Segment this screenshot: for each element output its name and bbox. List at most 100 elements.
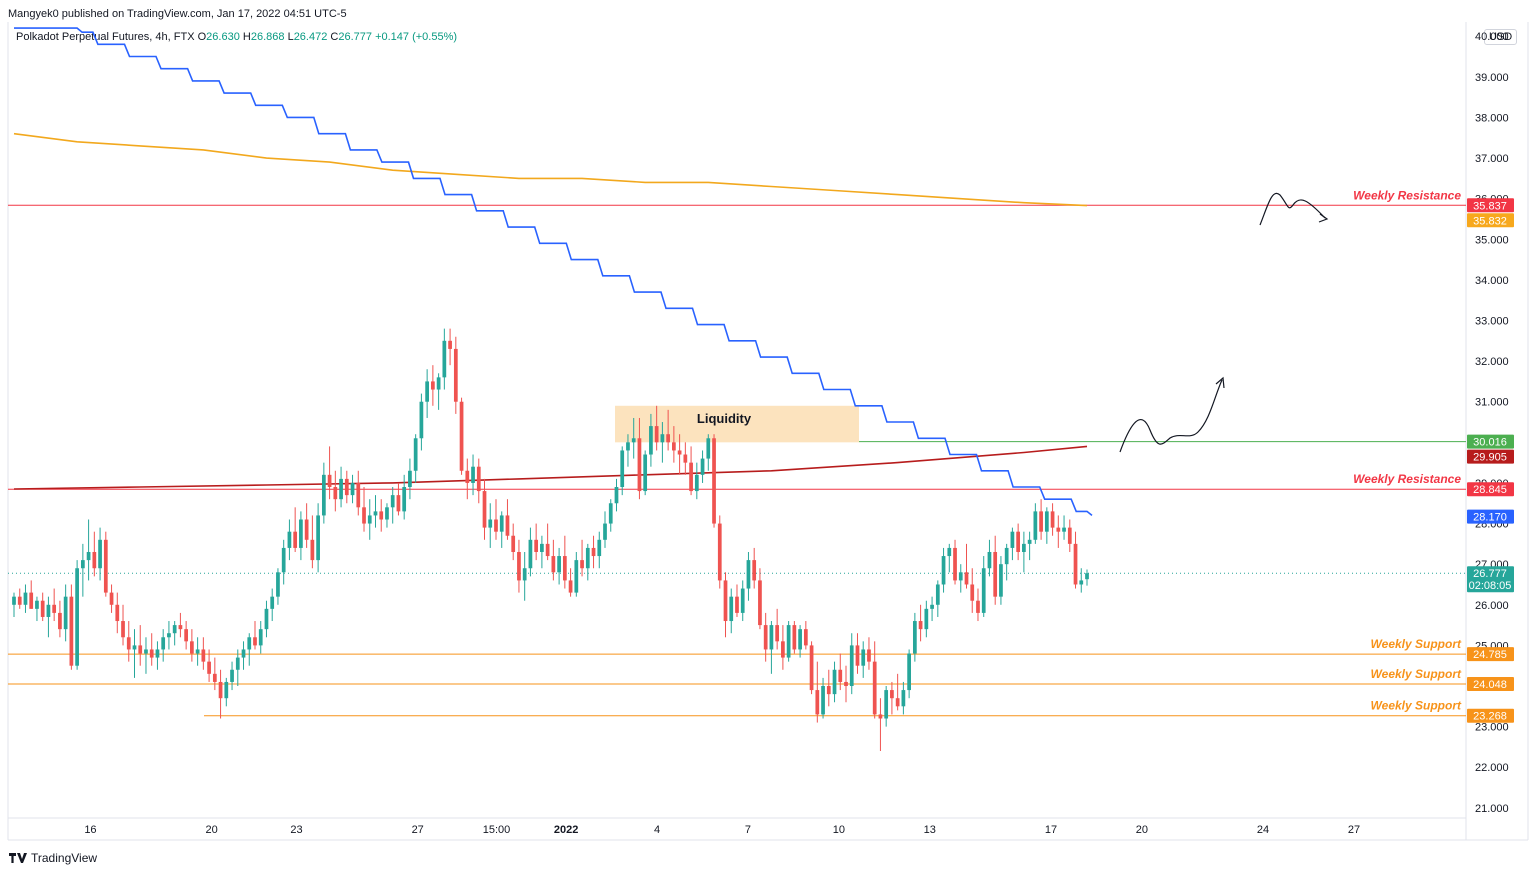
tradingview-brand: TradingView bbox=[31, 851, 98, 865]
candle-body bbox=[505, 515, 510, 536]
candle-body bbox=[115, 604, 120, 622]
price-label-text: 35.837 bbox=[1473, 200, 1507, 212]
price-label-box bbox=[1467, 677, 1514, 692]
price-label-box bbox=[1467, 449, 1514, 464]
candle-body bbox=[890, 690, 894, 699]
price-label-box bbox=[1467, 509, 1514, 524]
change-value: +0.147 (+0.55%) bbox=[375, 31, 458, 43]
candle-body bbox=[149, 649, 154, 658]
arrow-head-icon bbox=[1215, 376, 1225, 389]
x-tick-label: 20 bbox=[206, 824, 218, 836]
candle-body bbox=[717, 523, 722, 581]
candle-body bbox=[798, 629, 802, 650]
candle-body bbox=[826, 686, 831, 695]
candle-body bbox=[321, 474, 326, 516]
candle-body bbox=[293, 531, 298, 548]
candle-body bbox=[522, 568, 527, 581]
candle-body bbox=[1004, 547, 1009, 565]
candle-body bbox=[201, 649, 206, 662]
candle-body bbox=[746, 560, 751, 589]
y-tick-label: 32.000 bbox=[1475, 356, 1509, 368]
candle-body bbox=[1073, 543, 1078, 585]
x-tick-label: 2022 bbox=[554, 824, 578, 836]
candle-body bbox=[425, 381, 429, 402]
y-tick-label: 23.000 bbox=[1475, 722, 1509, 734]
candle-body bbox=[344, 478, 349, 496]
candle-body bbox=[855, 645, 860, 666]
candle-body bbox=[436, 377, 441, 390]
symbol-name[interactable]: Polkadot Perpetual Futures, 4h, FTX bbox=[16, 31, 195, 43]
x-tick-label: 13 bbox=[924, 824, 936, 836]
x-tick-label: 4 bbox=[654, 824, 660, 836]
candle-body bbox=[471, 466, 475, 483]
candle-body bbox=[29, 592, 34, 609]
candle-body bbox=[540, 543, 544, 552]
y-tick-label: 40.000 bbox=[1475, 31, 1509, 43]
candle-body bbox=[138, 645, 143, 654]
candle-body bbox=[161, 637, 166, 650]
candle-body bbox=[884, 690, 889, 719]
candle-body bbox=[775, 625, 780, 642]
price-label-text: 26.777 bbox=[1473, 568, 1507, 580]
tradingview-logo-icon bbox=[9, 853, 27, 863]
candle-body bbox=[1085, 573, 1089, 580]
candle-body bbox=[740, 588, 745, 613]
candle-body bbox=[1016, 531, 1021, 552]
candle-body bbox=[402, 487, 407, 512]
countdown-label: 02:08:05 bbox=[1469, 580, 1512, 592]
orange-moving-average bbox=[13, 132, 1088, 207]
arrow-head-icon bbox=[1318, 213, 1329, 223]
candle-body bbox=[35, 600, 39, 609]
candle-body bbox=[488, 519, 493, 528]
candle-body bbox=[103, 539, 108, 593]
candle-body bbox=[69, 596, 74, 666]
candle-body bbox=[413, 438, 418, 471]
candle-body bbox=[666, 434, 670, 443]
candle-body bbox=[253, 637, 257, 646]
symbol-legend: Polkadot Perpetual Futures, 4h, FTX O26.… bbox=[16, 31, 457, 43]
level-annotation: Weekly Resistance bbox=[1353, 472, 1461, 486]
candle-body bbox=[947, 547, 952, 557]
candle-body bbox=[40, 600, 45, 617]
y-tick-label: 22.000 bbox=[1475, 762, 1509, 774]
publisher-info: Mangyek0 published on TradingView.com, J… bbox=[8, 8, 347, 20]
price-label-box bbox=[1467, 213, 1514, 228]
candle-body bbox=[310, 539, 315, 561]
level-annotation: Weekly Support bbox=[1371, 667, 1462, 681]
candle-body bbox=[86, 551, 91, 561]
candle-body bbox=[276, 572, 280, 597]
price-label-text: 30.016 bbox=[1473, 437, 1507, 449]
candle-body bbox=[631, 438, 636, 443]
candle-body bbox=[385, 507, 389, 520]
x-tick-label: 27 bbox=[1348, 824, 1360, 836]
price-label-text: 28.845 bbox=[1473, 484, 1507, 496]
projection-arrow-mid bbox=[1119, 379, 1223, 453]
x-tick-label: 17 bbox=[1045, 824, 1057, 836]
candle-body bbox=[626, 442, 630, 451]
candle-body bbox=[976, 600, 980, 613]
y-tick-label: 26.000 bbox=[1475, 600, 1509, 612]
candle-body bbox=[689, 462, 693, 492]
candle-body bbox=[562, 556, 567, 581]
close-value: 26.777 bbox=[338, 31, 373, 43]
tradingview-footer: TradingView bbox=[9, 851, 97, 865]
candle-body bbox=[580, 560, 584, 569]
y-tick-label: 37.000 bbox=[1475, 153, 1509, 165]
candle-body bbox=[172, 625, 177, 634]
level-annotation: Weekly Support bbox=[1371, 699, 1462, 713]
candle-body bbox=[126, 637, 131, 650]
candle-body bbox=[270, 596, 275, 609]
candle-body bbox=[901, 690, 906, 707]
x-tick-label: 23 bbox=[290, 824, 302, 836]
candle-body bbox=[333, 487, 338, 500]
candle-body bbox=[207, 661, 211, 674]
candle-body bbox=[867, 649, 871, 662]
y-tick-label: 39.000 bbox=[1475, 72, 1509, 84]
candle-body bbox=[1010, 531, 1015, 548]
candle-body bbox=[585, 547, 590, 569]
candle-body bbox=[459, 401, 464, 471]
currency-button[interactable]: USD bbox=[1484, 29, 1518, 45]
candle-body bbox=[637, 438, 642, 492]
price-label-text: 24.048 bbox=[1473, 679, 1507, 691]
